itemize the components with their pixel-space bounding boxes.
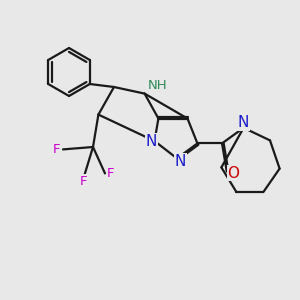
Text: N: N — [146, 134, 157, 148]
Text: F: F — [107, 167, 115, 180]
Text: F: F — [53, 143, 60, 156]
Text: O: O — [227, 166, 239, 181]
Text: N: N — [175, 154, 186, 169]
Text: F: F — [79, 175, 87, 188]
Text: N: N — [238, 115, 249, 130]
Text: NH: NH — [147, 79, 167, 92]
